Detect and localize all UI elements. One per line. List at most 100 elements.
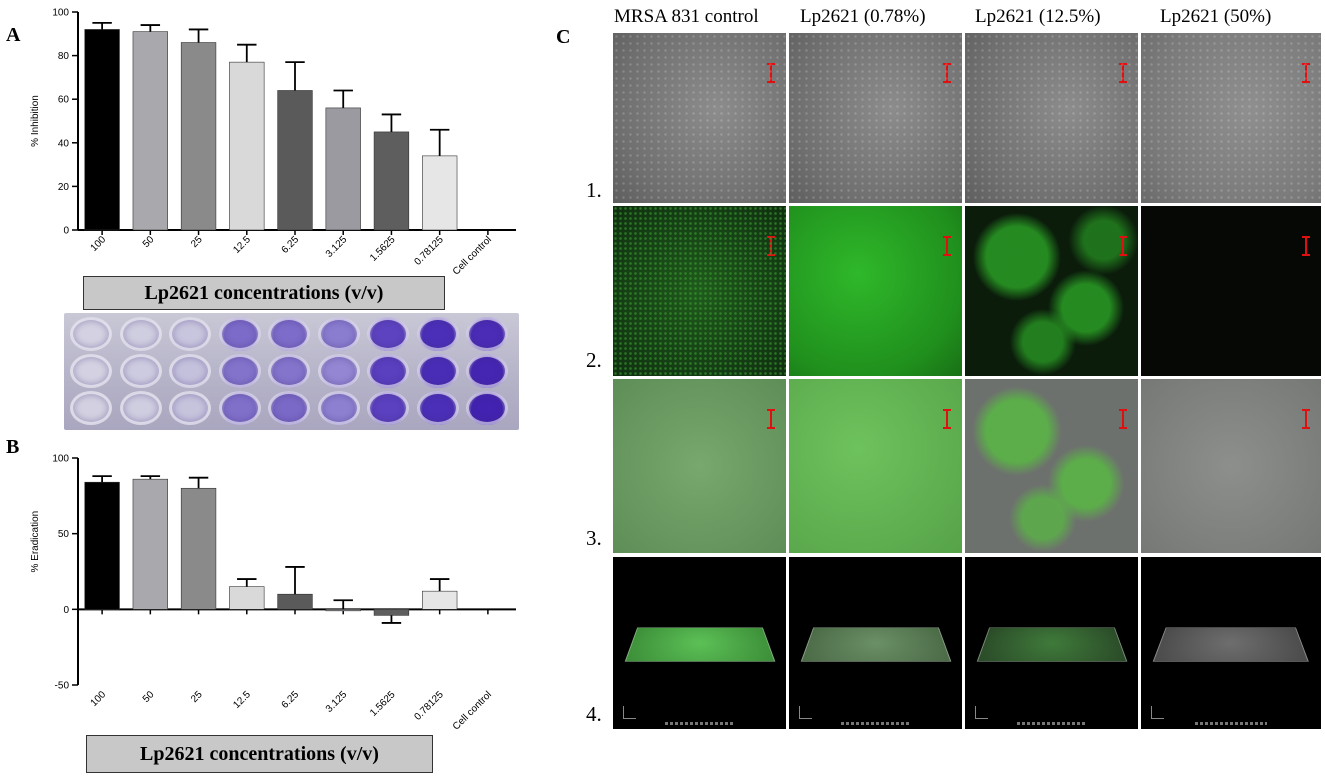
axis-indicator xyxy=(623,706,636,719)
y-tick-label: 0 xyxy=(63,605,69,616)
scale-bar xyxy=(943,236,951,256)
x-tick-label: 25 xyxy=(189,689,205,705)
axis-indicator xyxy=(799,706,812,719)
scale-bar xyxy=(767,63,775,83)
micrograph-fluorescence-50 xyxy=(1141,206,1321,376)
row-label-4: 4. xyxy=(586,702,602,726)
chart-a-inhibition: 0 20 40 60 80 100 % Inhibition 100 50 25 12.5 6.25 3… xyxy=(30,8,516,277)
plate-well xyxy=(169,391,211,425)
x-tick-label: Cell control xyxy=(451,689,494,732)
panel-b-letter: B xyxy=(6,436,20,458)
x-tick-label: Cell control xyxy=(451,234,494,277)
bar xyxy=(325,609,361,612)
row-label-2: 2. xyxy=(586,348,602,372)
y-axis-label: % Eradication xyxy=(30,511,41,573)
bar xyxy=(422,590,458,610)
x-tick-label: 100 xyxy=(89,234,109,254)
bar xyxy=(132,31,168,231)
bar xyxy=(229,61,265,231)
scale-bar xyxy=(1119,409,1127,429)
biofilm-3d-slab xyxy=(976,627,1127,662)
plate-well xyxy=(218,391,261,425)
y-tick-label: -50 xyxy=(55,681,70,692)
y-tick-label: 100 xyxy=(52,454,69,465)
x-tick-label: 6.25 xyxy=(280,234,302,256)
bar xyxy=(277,593,313,610)
scale-bar xyxy=(767,236,775,256)
bar xyxy=(373,609,410,616)
scale-annotation xyxy=(664,722,735,725)
bar xyxy=(84,481,120,610)
scale-bar xyxy=(1119,236,1127,256)
x-tick-label: 100 xyxy=(89,689,109,709)
row-label-3: 3. xyxy=(586,526,602,550)
plate-well xyxy=(466,391,508,425)
micrograph-3d-0-78 xyxy=(789,557,962,729)
bar xyxy=(132,478,168,610)
micrograph-brightfield-0-78 xyxy=(789,33,962,203)
x-tick-label: 3.125 xyxy=(324,689,350,715)
bar xyxy=(180,42,217,231)
plate-well xyxy=(268,391,310,425)
crystal-violet-plate-photo xyxy=(64,313,519,430)
micrograph-merged-0-78 xyxy=(789,379,962,553)
bar xyxy=(84,29,120,231)
plate-well xyxy=(119,391,162,425)
micrograph-fluorescence-control xyxy=(613,206,786,376)
plate-well xyxy=(169,354,211,388)
y-tick-label: 20 xyxy=(58,182,70,193)
x-tick-label: 50 xyxy=(141,689,157,705)
micrograph-3d-control xyxy=(613,557,786,729)
column-title-0-78: Lp2621 (0.78%) xyxy=(800,6,926,27)
x-tick-label: 1.5625 xyxy=(368,234,398,264)
micrograph-fluorescence-0-78 xyxy=(789,206,962,376)
plate-well xyxy=(317,354,360,388)
bar xyxy=(277,90,313,231)
x-tick-label: 1.5625 xyxy=(368,689,398,719)
y-tick-label: 0 xyxy=(63,226,69,237)
scale-annotation xyxy=(1195,722,1267,725)
plate-well xyxy=(416,317,459,351)
concentration-label-a: Lp2621 concentrations (v/v) xyxy=(83,276,445,310)
bar xyxy=(422,155,458,231)
scale-bar xyxy=(1302,236,1310,256)
scale-annotation xyxy=(840,722,911,725)
scale-bar xyxy=(943,63,951,83)
plate-well xyxy=(268,354,310,388)
micrograph-3d-12-5 xyxy=(965,557,1138,729)
concentration-label-b: Lp2621 concentrations (v/v) xyxy=(86,735,433,773)
micrograph-merged-50 xyxy=(1141,379,1321,553)
plate-well xyxy=(317,391,360,425)
panel-c-letter: C xyxy=(556,26,571,48)
row-label-1: 1. xyxy=(586,178,602,202)
plate-well xyxy=(466,317,508,351)
y-tick-label: 40 xyxy=(58,138,70,149)
y-axis-label: % Inhibition xyxy=(30,95,41,147)
plate-well xyxy=(268,317,310,351)
plate-well xyxy=(317,317,360,351)
plate-well xyxy=(416,354,459,388)
plate-well xyxy=(416,391,459,425)
plate-well xyxy=(70,317,112,351)
y-tick-label: 60 xyxy=(58,95,70,106)
x-tick-label: 25 xyxy=(189,234,205,250)
scale-annotation xyxy=(1016,722,1087,725)
bar xyxy=(325,107,361,231)
micrograph-merged-12-5 xyxy=(965,379,1138,553)
chart-b-eradication: -50 0 50 100 % Eradication 100 50 25 12.5 6.25 3.1… xyxy=(30,454,516,732)
micrograph-brightfield-control xyxy=(613,33,786,203)
scale-bar xyxy=(1119,63,1127,83)
axis-indicator xyxy=(1151,706,1164,719)
scale-bar xyxy=(1302,63,1310,83)
x-tick-label: 6.25 xyxy=(280,689,302,711)
x-tick-label: 12.5 xyxy=(231,689,253,711)
x-tick-label: 50 xyxy=(141,234,157,250)
biofilm-3d-slab xyxy=(800,627,951,662)
x-tick-label: 3.125 xyxy=(324,234,350,260)
y-tick-label: 80 xyxy=(58,51,70,62)
plate-well xyxy=(119,354,162,388)
plate-well xyxy=(119,317,162,351)
biofilm-3d-slab xyxy=(624,627,775,662)
bar xyxy=(373,131,410,231)
plate-well xyxy=(169,317,211,351)
